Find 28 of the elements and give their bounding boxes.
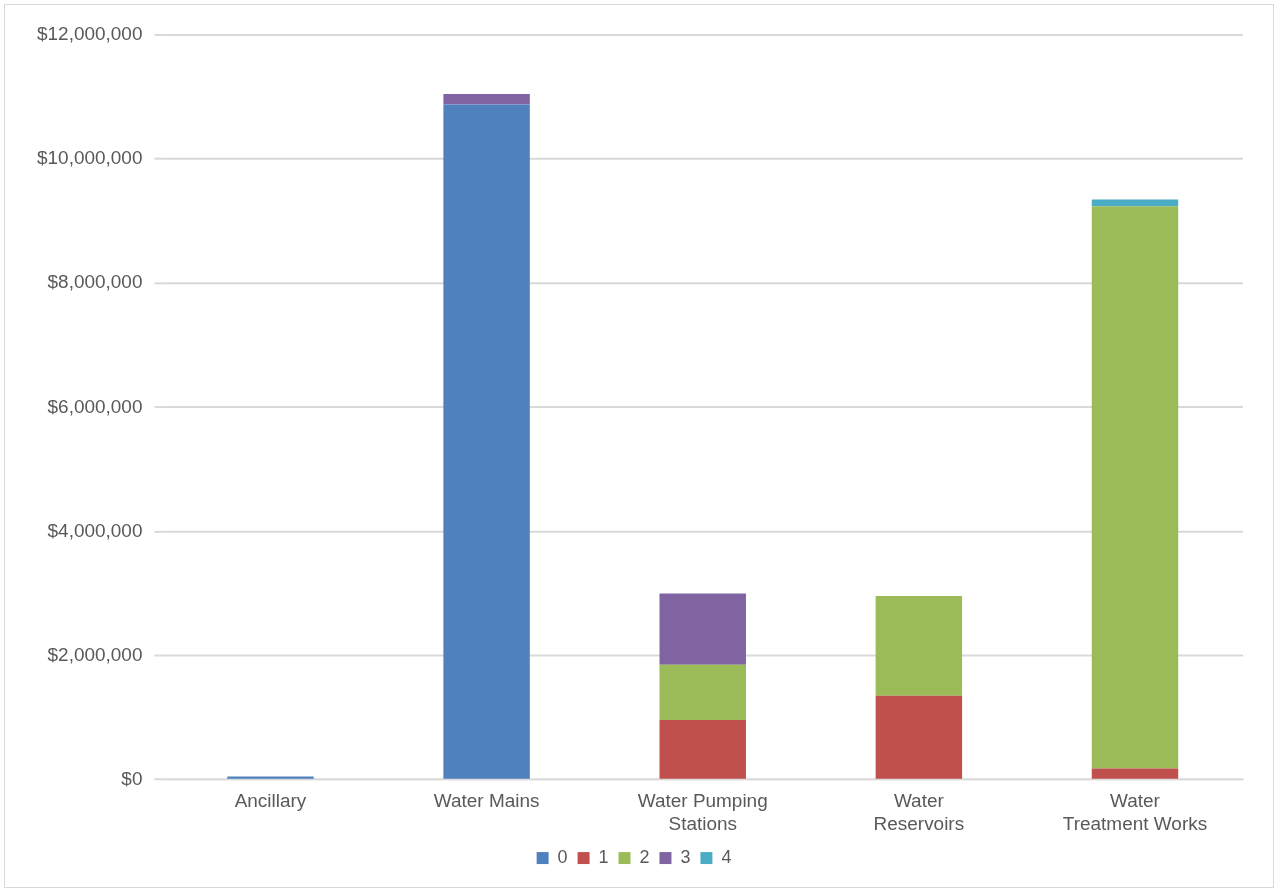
y-tick-label: $12,000,000	[37, 23, 143, 45]
y-tick-label: $4,000,000	[47, 519, 143, 541]
y-tick-label: $2,000,000	[47, 643, 143, 665]
bar	[443, 104, 530, 779]
x-tick-label: Ancillary	[234, 790, 307, 812]
legend-label: 2	[639, 847, 650, 868]
bar	[875, 695, 963, 779]
bar	[875, 595, 963, 696]
x-tick-label: Water Mains	[433, 790, 540, 812]
legend-label: 1	[598, 847, 609, 868]
y-tick-label: $10,000,000	[37, 147, 143, 169]
x-tick-label: Water Reservoirs	[873, 790, 965, 834]
y-tick-label: $8,000,000	[47, 271, 143, 293]
x-tick-label: Water Pumping Stations	[637, 790, 768, 834]
y-tick-label: $6,000,000	[47, 395, 143, 417]
y-tick-label: $0	[121, 767, 143, 789]
bar	[1091, 206, 1179, 769]
bar	[1091, 199, 1179, 207]
bar	[443, 93, 530, 105]
bar	[659, 720, 746, 779]
legend-label: 4	[721, 847, 732, 868]
bar	[1091, 768, 1179, 779]
bar	[659, 664, 746, 721]
x-tick-label: Water Treatment Works	[1062, 790, 1208, 834]
bar	[659, 593, 746, 665]
legend-label: 3	[680, 847, 691, 868]
bar	[227, 776, 314, 779]
legend-label: 0	[557, 847, 568, 868]
